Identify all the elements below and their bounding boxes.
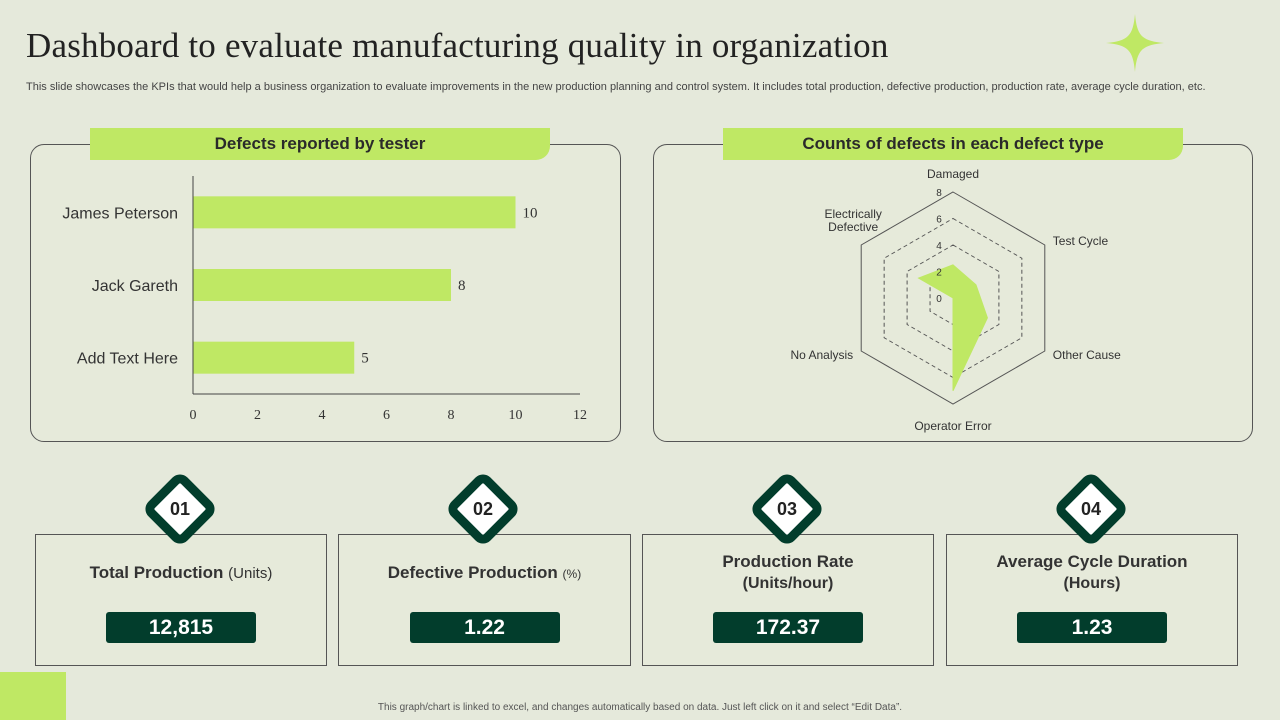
data-label: 5	[361, 351, 369, 367]
kpi-badge-03: 03	[748, 470, 826, 548]
tick-label: 6	[383, 408, 390, 423]
radar-data-area	[917, 264, 988, 391]
kpi-unit: (Units)	[228, 565, 273, 582]
kpi-value: 12,815	[106, 612, 256, 643]
kpi-label-text: Total Production	[89, 563, 224, 582]
radar-category-label: Electrically	[825, 207, 882, 221]
sparkle-icon	[1106, 14, 1164, 72]
radar-tick-label: 2	[936, 268, 942, 279]
kpi-card-production-rate: Production Rate (Units/hour) 172.37	[642, 534, 934, 666]
kpi-label: Defective Production (%)	[339, 562, 630, 585]
corner-accent-block	[0, 672, 66, 720]
diamond-icon	[1056, 474, 1126, 544]
tick-label: 8	[448, 408, 455, 423]
radar-category-label: Operator Error	[914, 419, 991, 433]
kpi-label-text: Average Cycle Duration	[996, 552, 1188, 571]
category-label: James Peterson	[62, 205, 178, 222]
diamond-icon	[448, 474, 518, 544]
defects-by-tester-title: Defects reported by tester	[90, 128, 550, 160]
category-label: Add Text Here	[77, 351, 178, 368]
kpi-badge-02: 02	[444, 470, 522, 548]
tick-label: 4	[319, 408, 326, 423]
kpi-value: 1.22	[409, 612, 560, 643]
kpi-badge-number: 01	[169, 498, 191, 519]
data-label: 10	[523, 205, 538, 221]
kpi-card-average-cycle-duration: Average Cycle Duration (Hours) 1.23	[946, 534, 1238, 666]
tick-label: 12	[573, 408, 587, 423]
radar-tick-label: 8	[936, 188, 942, 199]
data-label: 8	[458, 278, 466, 294]
kpi-badge-number: 02	[472, 498, 494, 519]
kpi-unit: (%)	[562, 567, 582, 581]
radar-grid-ring	[860, 191, 1046, 405]
kpi-badge-04: 04	[1052, 470, 1130, 548]
tick-label: 2	[254, 408, 261, 423]
tick-label: 10	[509, 408, 523, 423]
radar-category-label: Damaged	[927, 167, 979, 181]
kpi-label: Total Production (Units)	[36, 562, 326, 585]
kpi-badge-number: 04	[1080, 498, 1102, 519]
kpi-unit: (Hours)	[1063, 575, 1121, 592]
kpi-label-text: Defective Production	[387, 563, 558, 582]
kpi-unit: (Units/hour)	[742, 575, 834, 592]
kpi-value: 172.37	[713, 612, 863, 643]
bar	[193, 269, 451, 301]
defect-type-title: Counts of defects in each defect type	[723, 128, 1183, 160]
radar-tick-label: 4	[936, 241, 942, 252]
bar	[193, 196, 516, 229]
radar-category-label: Other Cause	[1053, 348, 1121, 362]
radar-category-label: Test Cycle	[1053, 234, 1109, 248]
kpi-badge-01: 01	[141, 470, 219, 548]
radar-category-label: Defective	[828, 220, 878, 234]
kpi-card-defective-production: Defective Production (%) 1.22	[338, 534, 631, 666]
radar-grid-ring	[906, 244, 1000, 352]
kpi-label: Production Rate (Units/hour)	[643, 551, 933, 595]
tick-label: 0	[190, 408, 197, 423]
kpi-value: 1.23	[1017, 612, 1167, 643]
diamond-icon	[145, 474, 215, 544]
kpi-label: Average Cycle Duration (Hours)	[947, 551, 1237, 595]
kpi-label-text: Production Rate	[722, 552, 854, 571]
radar-tick-label: 6	[936, 215, 942, 226]
radar-tick-label: 0	[936, 294, 942, 305]
page-title: Dashboard to evaluate manufacturing qual…	[26, 26, 889, 65]
radar-category-label: No Analysis	[790, 348, 853, 362]
page-subtitle: This slide showcases the KPIs that would…	[26, 81, 1206, 93]
diamond-icon	[752, 474, 822, 544]
kpi-card-total-production: Total Production (Units) 12,815	[35, 534, 327, 666]
footer-note: This graph/chart is linked to excel, and…	[377, 702, 903, 713]
bar	[193, 341, 355, 374]
category-label: Jack Gareth	[92, 278, 178, 295]
kpi-badge-number: 03	[776, 498, 798, 519]
